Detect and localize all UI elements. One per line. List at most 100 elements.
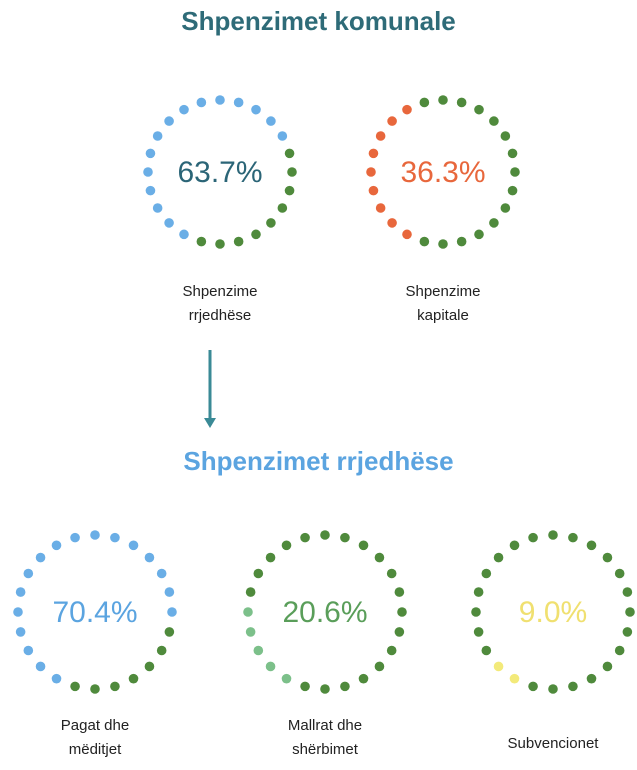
value-dot (145, 148, 156, 159)
track-dot (507, 148, 518, 159)
track-dot (438, 239, 448, 249)
value-dot (366, 167, 376, 177)
track-dot (144, 661, 155, 672)
value-dot (509, 673, 520, 684)
value-dot (110, 532, 120, 543)
track-dot (586, 673, 597, 684)
ring-value (493, 661, 520, 684)
category-label: Subvencionet (507, 735, 599, 752)
category-label: Shpenzime rrjedhëse (182, 283, 258, 324)
value-dot (167, 607, 177, 617)
value-dot (23, 645, 34, 656)
track-dot (528, 681, 538, 692)
track-dot (622, 587, 633, 597)
track-dot (528, 532, 538, 543)
value-dot (164, 218, 174, 228)
value-dot (164, 587, 175, 597)
value-dot (128, 540, 139, 551)
ring-value (143, 95, 288, 240)
track-dot (265, 552, 276, 563)
value-dot (144, 552, 155, 563)
ring-track (245, 530, 407, 694)
track-dot (374, 661, 385, 672)
track-dot (374, 552, 385, 563)
track-dot (340, 681, 350, 692)
track-dot (568, 681, 578, 692)
ring-track (419, 95, 520, 249)
value-dot (23, 568, 34, 579)
arrow-head (204, 418, 216, 428)
value-dot (375, 203, 386, 213)
value-dot (196, 97, 207, 108)
value-dot (402, 229, 412, 240)
track-dot (474, 104, 484, 115)
track-dot (358, 540, 369, 551)
track-dot (548, 684, 558, 694)
track-dot (586, 540, 597, 551)
ring-value (13, 530, 177, 684)
value-dot (281, 673, 292, 684)
value-dot (387, 218, 397, 228)
value-dot (251, 104, 261, 115)
track-dot (128, 673, 139, 684)
category-label: Pagat dhe mëditjet (60, 717, 130, 758)
value-dot (51, 673, 62, 684)
value-dot (15, 627, 26, 637)
track-dot (456, 97, 467, 108)
value-dot (375, 131, 386, 141)
track-dot (568, 532, 578, 543)
track-dot (233, 236, 244, 247)
category-label: Mallrat dhe shërbimet (287, 717, 363, 758)
track-dot (510, 167, 520, 177)
value-label: 70.4% (52, 596, 137, 629)
value-dot (152, 203, 163, 213)
category-label: Shpenzime kapitale (405, 283, 481, 324)
value-label: 20.6% (282, 596, 367, 629)
track-dot (287, 167, 297, 177)
ring-track (196, 148, 297, 249)
value-dot (35, 552, 46, 563)
track-dot (481, 568, 492, 579)
track-dot (473, 627, 484, 637)
value-dot (253, 645, 264, 656)
track-dot (90, 684, 100, 694)
ring-track (70, 627, 175, 694)
track-dot (110, 681, 120, 692)
track-dot (419, 236, 430, 247)
value-dot (143, 167, 153, 177)
track-dot (509, 540, 520, 551)
value-label: 36.3% (400, 156, 485, 189)
track-dot (394, 587, 405, 597)
value-dot (266, 116, 276, 126)
ring-track (471, 530, 635, 694)
track-dot (284, 148, 295, 159)
section-title: Shpenzimet komunale (181, 6, 456, 36)
track-dot (493, 552, 504, 563)
track-dot (358, 673, 369, 684)
track-dot (394, 627, 405, 637)
track-dot (602, 661, 613, 672)
track-dot (156, 645, 167, 656)
track-dot (397, 607, 407, 617)
track-dot (70, 681, 80, 692)
value-dot (243, 607, 253, 617)
track-dot (266, 218, 276, 228)
track-dot (300, 681, 310, 692)
track-dot (500, 131, 511, 141)
track-dot (489, 218, 499, 228)
track-dot (253, 568, 264, 579)
track-dot (284, 185, 295, 196)
value-dot (493, 661, 504, 672)
value-dot (245, 627, 256, 637)
track-dot (614, 568, 625, 579)
track-dot (500, 203, 511, 213)
track-dot (625, 607, 635, 617)
track-dot (438, 95, 448, 105)
track-dot (614, 645, 625, 656)
section-title: Shpenzimet rrjedhëse (183, 446, 454, 476)
value-dot (368, 185, 379, 196)
value-dot (265, 661, 276, 672)
value-label: 9.0% (519, 596, 587, 629)
